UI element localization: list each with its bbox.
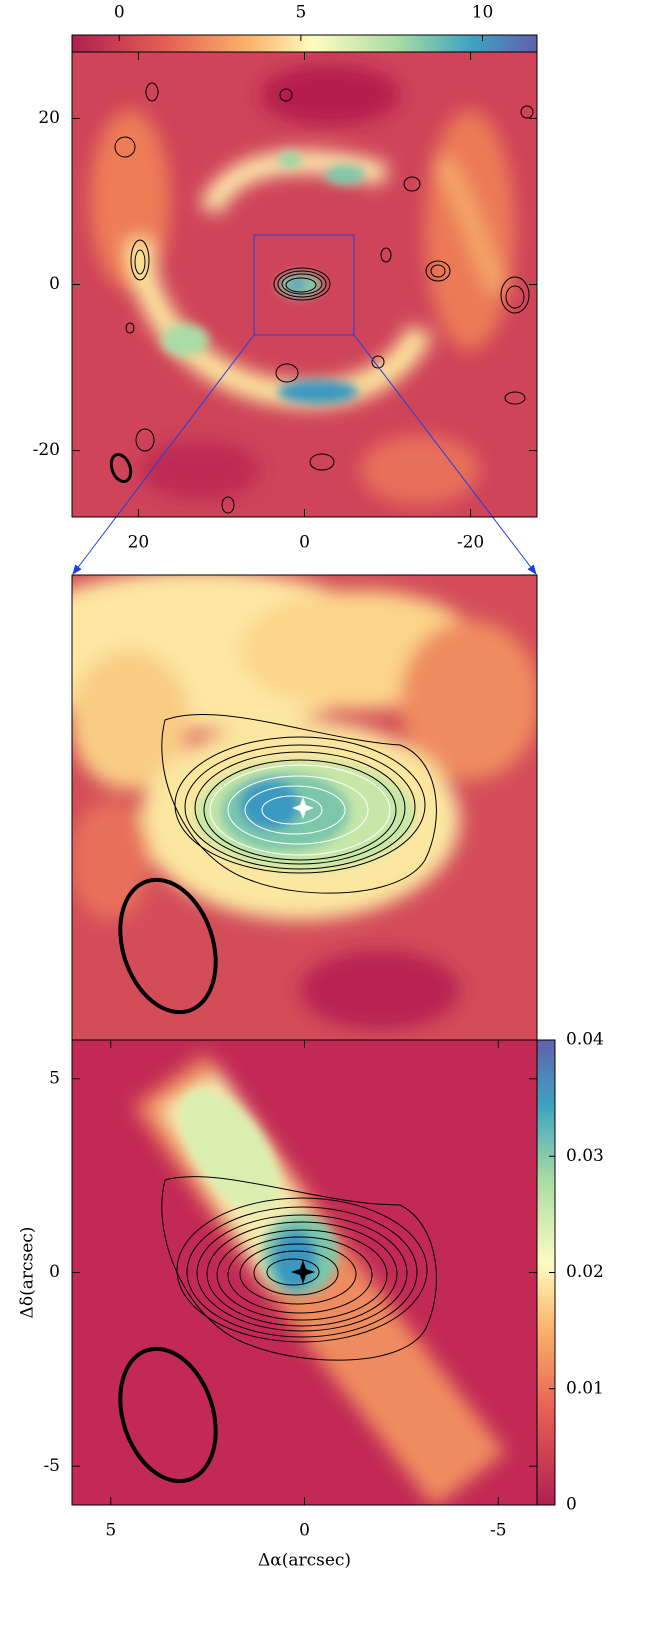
x-axis-label: Δα(arcsec) xyxy=(258,1551,351,1571)
zoom-line xyxy=(72,334,255,575)
y-tick-label: -5 xyxy=(43,1456,60,1476)
image-panel-3 xyxy=(72,1040,537,1505)
y-tick-label: 5 xyxy=(49,1068,60,1088)
x-tick-label: -20 xyxy=(457,533,484,553)
image-panel-1 xyxy=(72,52,537,517)
y-tick-label: 20 xyxy=(38,108,60,128)
x-tick-label: 20 xyxy=(128,533,150,553)
x-tick-label: -5 xyxy=(490,1521,507,1541)
y-tick-label: 0 xyxy=(49,274,60,294)
x-tick-label: 0 xyxy=(299,1521,310,1541)
y-axis-label: Δδ(arcsec) xyxy=(18,1227,38,1319)
colorbar-tick-label: 0 xyxy=(114,3,125,23)
colorbar-tick-label: 10 xyxy=(472,3,494,23)
colorbar-tick-label: 5 xyxy=(295,3,306,23)
image-panel-2 xyxy=(72,575,537,1040)
colorbar-top xyxy=(72,35,537,52)
colorbar-tick-label: 0.03 xyxy=(566,1146,604,1166)
colorbar-tick-label: 0.02 xyxy=(566,1262,604,1282)
colorbar-tick-label: 0.04 xyxy=(566,1030,604,1050)
y-tick-label: -20 xyxy=(33,440,60,460)
x-tick-label: 5 xyxy=(105,1521,116,1541)
colorbar-tick-label: 0.01 xyxy=(566,1378,604,1398)
colorbar-tick-label: 0 xyxy=(566,1495,577,1515)
zoom-line xyxy=(353,334,537,575)
y-tick-label: 0 xyxy=(49,1262,60,1282)
x-tick-label: 0 xyxy=(299,533,310,553)
